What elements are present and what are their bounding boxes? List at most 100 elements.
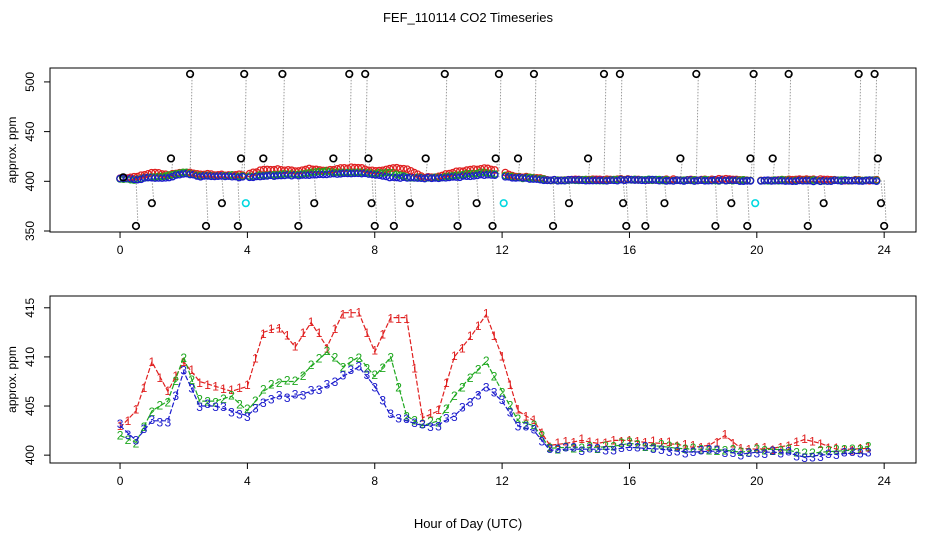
series-1-marker: 1 <box>618 435 625 449</box>
series-2-marker: 2 <box>658 438 665 452</box>
series-2-marker: 2 <box>228 388 235 402</box>
series-3-marker: 3 <box>626 440 633 454</box>
series-3-marker: 3 <box>817 450 824 464</box>
trace-marker <box>869 176 877 185</box>
raw-point <box>472 199 481 208</box>
series-1-marker: 1 <box>387 311 394 325</box>
series-3-marker: 3 <box>125 428 132 442</box>
series-1-marker: 1 <box>730 437 737 451</box>
series-2-marker: 2 <box>865 439 872 453</box>
series-2-marker: 2 <box>443 402 450 416</box>
series-3-marker: 3 <box>236 407 243 421</box>
series-3-marker: 3 <box>204 397 211 411</box>
series-1-marker: 1 <box>141 381 148 395</box>
series-3-marker: 3 <box>371 380 378 394</box>
x-tick-label: 24 <box>877 243 891 257</box>
series-3-marker: 3 <box>180 364 187 378</box>
series-1-marker: 1 <box>650 434 657 448</box>
series-2-marker: 2 <box>618 436 625 450</box>
series-2-marker: 2 <box>387 350 394 364</box>
raw-connector <box>498 73 502 178</box>
series-3-marker: 3 <box>196 400 203 414</box>
raw-point <box>660 199 669 208</box>
series-1-marker: 1 <box>825 441 832 455</box>
raw-connector <box>858 73 862 181</box>
trace-marker <box>610 176 618 185</box>
series-2-marker: 2 <box>260 382 267 396</box>
series-3-marker: 3 <box>753 447 760 461</box>
y-tick-label: 410 <box>23 347 37 367</box>
series-3-marker: 3 <box>586 441 593 455</box>
series-3-marker: 3 <box>443 412 450 426</box>
series-1-marker: 1 <box>125 414 132 428</box>
series-3-marker: 3 <box>300 389 307 403</box>
raw-connector <box>444 73 448 178</box>
series-1-marker: 1 <box>443 376 450 390</box>
series-1-marker: 1 <box>268 322 275 336</box>
raw-connector <box>281 73 285 175</box>
series-3-marker: 3 <box>738 449 745 463</box>
trace-marker <box>802 176 811 185</box>
raw-connector <box>367 158 371 172</box>
series-2-marker: 2 <box>785 442 792 456</box>
series-2-marker: 2 <box>220 392 227 406</box>
raw-connector <box>189 73 193 178</box>
x-tick-label: 24 <box>877 474 891 488</box>
trace-marker <box>490 171 499 179</box>
series-2-marker: 2 <box>833 443 840 457</box>
raw-point <box>440 69 449 79</box>
raw-point <box>676 154 685 163</box>
series-3-marker: 3 <box>244 410 251 424</box>
series-2-marker: 2 <box>753 442 760 456</box>
trace-marker <box>357 164 366 172</box>
raw-connector <box>371 171 375 204</box>
series-2-marker: 2 <box>801 446 808 460</box>
series-1-marker: 1 <box>172 369 179 383</box>
series-3-marker: 3 <box>531 423 538 437</box>
series-2-marker: 2 <box>539 429 546 443</box>
raw-point <box>201 221 211 231</box>
series-3-marker: 3 <box>451 410 458 424</box>
raw-point <box>310 199 319 208</box>
series-3-marker: 3 <box>825 447 832 461</box>
raw-point <box>784 69 793 79</box>
series-2-marker: 2 <box>531 418 538 432</box>
raw-connector <box>788 73 792 181</box>
raw-point <box>233 221 242 231</box>
series-1-marker: 1 <box>610 434 617 448</box>
series-2-marker: 2 <box>682 442 689 456</box>
series-1-marker: 1 <box>777 441 784 455</box>
raw-point <box>361 69 370 79</box>
y-tick-label: 450 <box>23 121 37 141</box>
series-1-marker: 1 <box>594 436 601 450</box>
raw-connector <box>492 177 496 227</box>
top-panel-raw-co2: 0 4 8 12 16 20 24 350 400 450 500 approx. ppm <box>5 67 917 257</box>
raw-point <box>240 69 249 79</box>
series-2-marker: 2 <box>841 443 848 457</box>
series-2-marker: 2 <box>156 399 163 413</box>
series-3-marker: 3 <box>268 392 275 406</box>
series-1-marker: 1 <box>419 410 426 424</box>
series-1-marker: 1 <box>475 319 482 333</box>
series-1-marker: 1 <box>244 378 251 392</box>
series-1-marker: 1 <box>483 306 490 320</box>
series-3-marker: 3 <box>642 440 649 454</box>
series-1-marker: 1 <box>586 435 593 449</box>
series-1-line <box>119 312 869 450</box>
series-1-marker: 1 <box>340 308 347 322</box>
series-3-marker: 3 <box>857 446 864 460</box>
series-1-marker: 1 <box>746 443 753 457</box>
raw-point <box>692 69 701 79</box>
series-3-marker: 3 <box>547 442 554 456</box>
series-1-marker: 1 <box>379 328 386 342</box>
series-1-marker: 1 <box>435 403 442 417</box>
series-1-marker: 1 <box>602 436 609 450</box>
series-2-marker: 2 <box>363 361 370 375</box>
series-3-marker: 3 <box>570 440 577 454</box>
series-3-marker: 3 <box>260 396 267 410</box>
raw-point <box>529 69 539 79</box>
series-1-marker: 1 <box>658 435 665 449</box>
series-1-marker: 1 <box>260 327 267 341</box>
raw-point <box>583 154 593 163</box>
